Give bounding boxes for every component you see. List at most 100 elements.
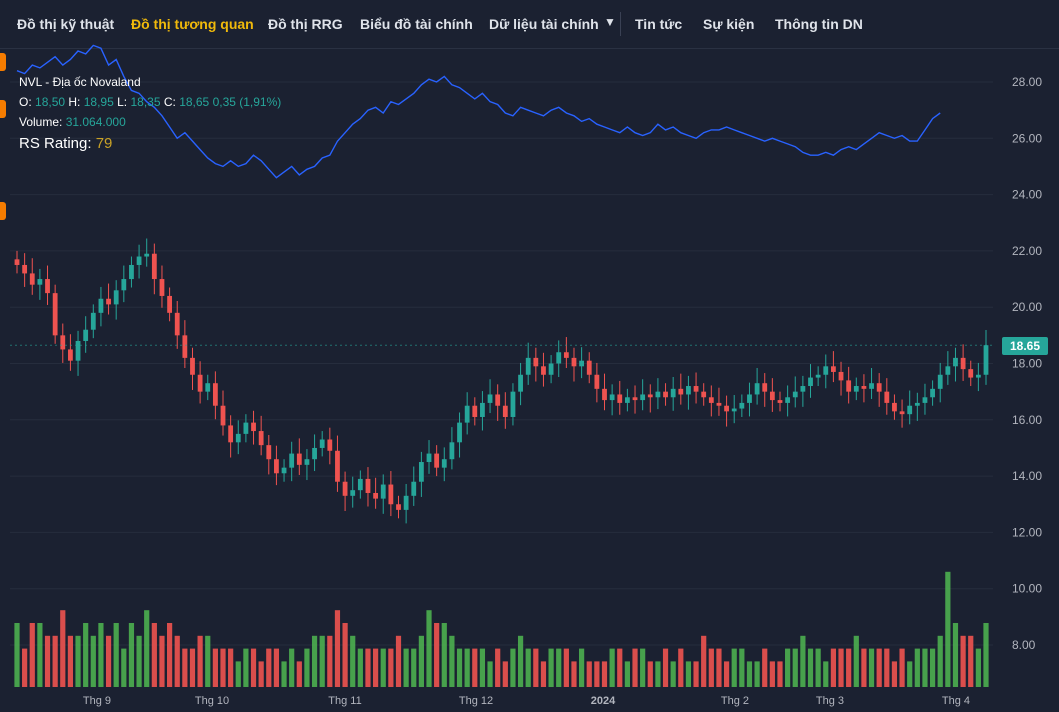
volume-bar [647, 661, 653, 687]
candle-body [266, 445, 272, 460]
candle-body [281, 467, 287, 474]
candle-body [892, 402, 897, 412]
volume-bar [548, 648, 554, 687]
candle-body [853, 386, 859, 392]
volume-bar [373, 648, 379, 687]
candle-body [670, 388, 676, 398]
x-tick-label: Thg 4 [942, 695, 970, 707]
candle-body [563, 352, 569, 358]
candle-body [129, 264, 134, 280]
candle-body [167, 295, 172, 313]
side-marker-1[interactable] [0, 53, 6, 71]
candle-body [342, 481, 348, 496]
nav-tab-company-info[interactable]: Thông tin DN [775, 16, 863, 32]
volume-bar [243, 648, 249, 687]
candle-body [609, 394, 615, 401]
correlation-line [16, 44, 941, 179]
candle-body [792, 391, 798, 398]
side-marker-2[interactable] [0, 100, 6, 118]
volume-bar [197, 635, 203, 687]
side-marker-3[interactable] [0, 202, 6, 220]
chevron-down-icon[interactable]: ▼ [604, 15, 616, 29]
candle-body [357, 478, 363, 491]
candle-body [457, 422, 462, 443]
nav-tab-technical-chart[interactable]: Đồ thị kỹ thuật [17, 16, 115, 32]
volume-bar [60, 610, 66, 687]
y-tick-label: 10.00 [1012, 582, 1042, 596]
x-tick-label: Thg 12 [459, 695, 493, 707]
volume-bar [968, 635, 974, 687]
volume-bar [868, 648, 875, 687]
volume-bar [304, 648, 310, 687]
nav-tab-news[interactable]: Tin tức [635, 16, 683, 32]
chart-legend: NVL - Địa ốc Novaland O: 18,50 H: 18,95 … [19, 72, 281, 154]
nav-tab-financial-chart[interactable]: Biểu đồ tài chính [360, 16, 473, 32]
volume-bar [960, 635, 966, 687]
volume-bar [899, 648, 905, 687]
candle-body [861, 386, 867, 389]
volume-bar [250, 648, 257, 687]
symbol-title: NVL - Địa ốc Novaland [19, 75, 141, 89]
volume-bar [678, 648, 684, 687]
nav-tab-events[interactable]: Sự kiện [703, 16, 755, 32]
y-tick-label: 16.00 [1012, 413, 1042, 427]
candle-body [686, 386, 691, 395]
volume-bar [380, 648, 386, 687]
candle-body [327, 439, 333, 451]
nav-tab-correlation-chart[interactable]: Đồ thị tương quan [131, 16, 254, 32]
last-price-tag: 18.65 [1002, 337, 1048, 355]
candle-body [22, 264, 28, 274]
volume-bar [273, 648, 280, 687]
candle-body [113, 290, 119, 305]
volume-bar [395, 635, 402, 687]
candle-body [83, 329, 89, 341]
volume-bar [907, 661, 913, 687]
volume-bar [121, 648, 127, 687]
volume-bar [29, 623, 35, 687]
volume-bar [205, 635, 211, 687]
low-value: 18,35 [130, 95, 161, 109]
volume-bar [418, 635, 424, 687]
candle-body [228, 425, 234, 443]
volume-bar [411, 648, 417, 687]
nav-tab-financial-data[interactable]: Dữ liệu tài chính [489, 16, 599, 32]
volume-bar [830, 648, 837, 687]
candle-body [434, 453, 440, 468]
candle-body [296, 453, 302, 465]
candle-body [441, 459, 447, 468]
volume-bar [617, 648, 623, 687]
volume-bar [937, 635, 943, 687]
volume-bar [365, 648, 371, 687]
candle-body [388, 484, 394, 505]
volume-bar [601, 661, 608, 687]
candle-body [777, 400, 783, 403]
volume-bar [319, 635, 325, 687]
candle-body [495, 394, 501, 406]
nav-tab-rrg-chart[interactable]: Đồ thị RRG [268, 16, 343, 32]
volume-bar [403, 648, 409, 687]
candle-body [251, 422, 256, 432]
volume-bar [441, 623, 447, 687]
y-tick-label: 12.00 [1012, 525, 1042, 539]
volume-bar [182, 648, 188, 687]
volume-bar [136, 635, 142, 687]
volume-bar [388, 648, 394, 687]
volume-bar [769, 661, 775, 687]
volume-bar [777, 661, 783, 687]
volume-bar [609, 648, 615, 687]
candle-body [846, 380, 852, 392]
volume-bar [67, 635, 74, 687]
volume-bar [785, 648, 791, 687]
candle-body [90, 312, 96, 330]
candle-body [975, 374, 981, 378]
volume-bar [975, 648, 981, 687]
volume-bar [640, 648, 646, 687]
candle-body [258, 431, 264, 446]
candle-body [380, 484, 386, 499]
volume-bar [807, 648, 814, 687]
candle-body [449, 442, 455, 460]
candle-body [411, 481, 417, 496]
volume-bar [220, 648, 226, 687]
candle-body [274, 459, 279, 474]
